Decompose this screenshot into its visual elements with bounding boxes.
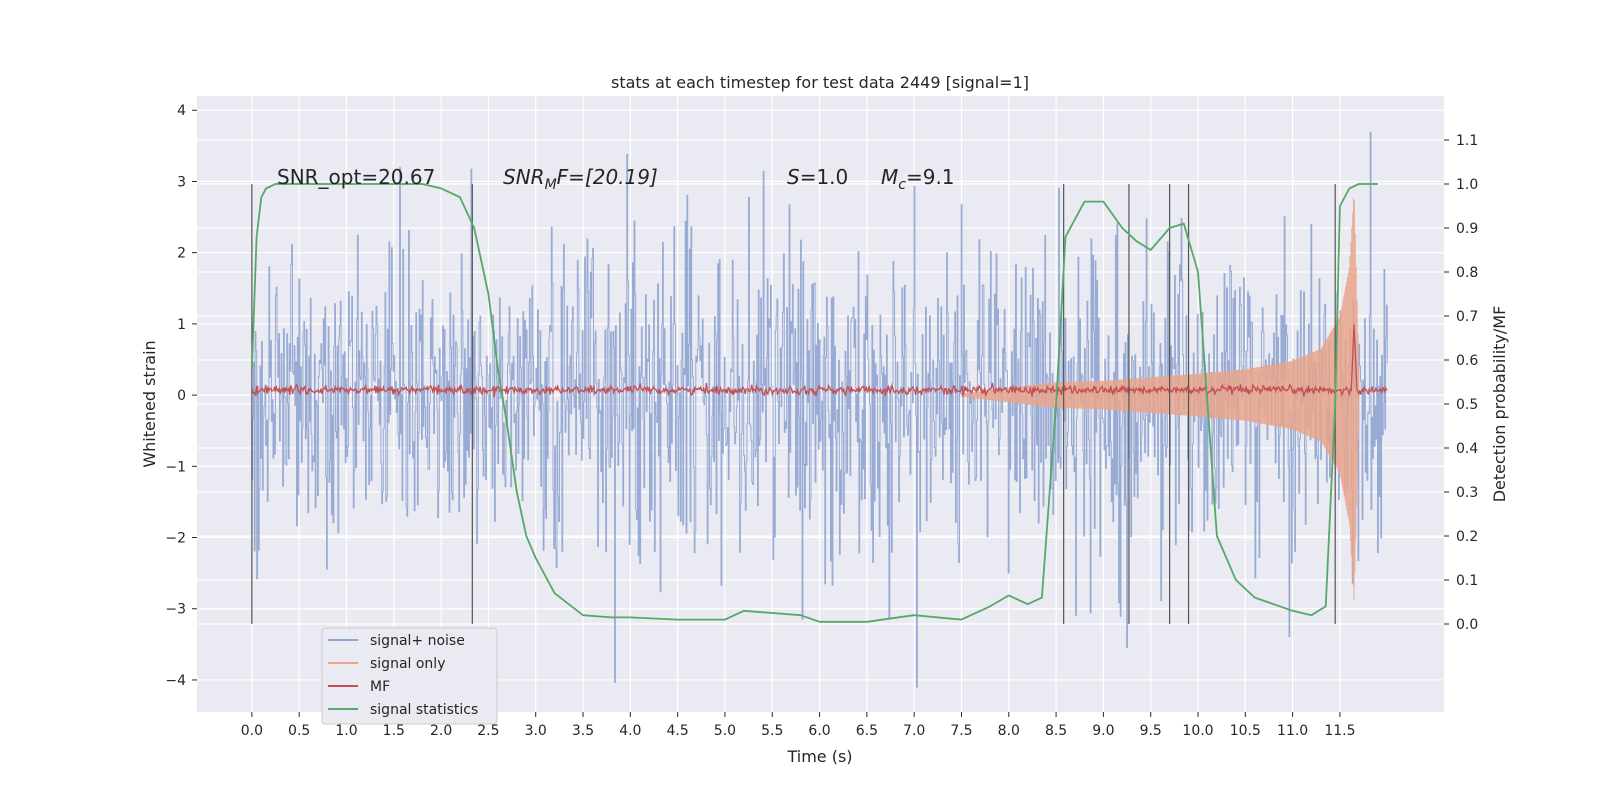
y-right-tick-label: 1.0 — [1456, 177, 1478, 193]
y-axis-right-ticks: 0.0 0.1 0.2 0.3 0.4 0.5 0.6 0.7 0.8 0.9 1.0 1.1 — [1444, 133, 1478, 633]
x-tick-label: 1.5 — [383, 723, 405, 739]
y-right-tick-label: 0.8 — [1456, 265, 1478, 281]
y-right-tick-label: 0.5 — [1456, 397, 1478, 413]
chart-title: stats at each timestep for test data 244… — [611, 73, 1029, 92]
x-tick-label: 5.0 — [714, 723, 736, 739]
x-tick-label: 4.5 — [667, 723, 689, 739]
annotation-s: S=1.0 — [787, 165, 848, 189]
legend-label-signal-only: signal only — [370, 656, 445, 672]
annotation-snr-opt: SNR_opt=20.67 — [277, 165, 435, 189]
x-tick-label: 8.0 — [998, 723, 1020, 739]
annotation-mc: Mc=9.1 — [881, 165, 955, 193]
x-tick-label: 9.5 — [1140, 723, 1162, 739]
x-tick-label: 10.0 — [1182, 723, 1213, 739]
x-tick-label: 0.0 — [241, 723, 263, 739]
x-tick-label: 8.5 — [1045, 723, 1067, 739]
legend: signal+ noise signal only MF signal stat… — [321, 627, 498, 725]
x-tick-label: 2.5 — [477, 723, 499, 739]
y-right-tick-label: 0.9 — [1456, 221, 1478, 237]
y-right-tick-label: 0.1 — [1456, 573, 1478, 589]
y-right-tick-label: 0.4 — [1456, 441, 1478, 457]
y-right-tick-label: 0.2 — [1456, 529, 1478, 545]
legend-box — [321, 627, 498, 725]
y-axis-left-label: Whitened strain — [140, 340, 159, 467]
x-tick-label: 0.5 — [288, 723, 310, 739]
y-left-tick-label: 0 — [177, 388, 186, 404]
x-tick-label: 5.5 — [761, 723, 783, 739]
x-axis-label: Time (s) — [786, 747, 852, 766]
x-tick-label: 9.0 — [1092, 723, 1114, 739]
y-left-tick-label: 2 — [177, 246, 186, 262]
y-right-tick-label: 1.1 — [1456, 133, 1478, 149]
x-tick-label: 7.5 — [950, 723, 972, 739]
y-left-tick-label: −3 — [165, 602, 186, 618]
y-axis-right-label: Detection probability/MF — [1490, 306, 1509, 503]
x-tick-label: 7.0 — [903, 723, 925, 739]
x-tick-label: 3.5 — [572, 723, 594, 739]
legend-label-signal-statistics: signal statistics — [370, 702, 478, 718]
mf-line — [251, 324, 1388, 398]
x-tick-label: 10.5 — [1230, 723, 1261, 739]
annotation-snr-mf: SNRMF=[20.19] — [503, 165, 658, 193]
x-tick-label: 1.0 — [335, 723, 357, 739]
y-left-tick-label: −2 — [165, 531, 186, 547]
y-right-tick-label: 0.0 — [1456, 617, 1478, 633]
x-tick-label: 11.5 — [1324, 723, 1355, 739]
x-tick-label: 4.0 — [619, 723, 641, 739]
x-tick-label: 3.0 — [525, 723, 547, 739]
annotations: SNR_opt=20.67 SNRMF=[20.19] S=1.0 Mc=9.1 — [277, 165, 955, 193]
signal-statistics-series — [251, 183, 1378, 623]
x-axis-ticks: 0.0 0.5 1.0 1.5 2.0 2.5 3.0 3.5 4.0 4.5 5.0 5.5 6.0 6… — [241, 712, 1356, 739]
signal-only-line — [960, 197, 1360, 600]
y-axis-left-ticks: −4 −3 −2 −1 0 1 2 3 4 — [165, 103, 197, 689]
y-right-tick-label: 0.7 — [1456, 309, 1478, 325]
signal-statistics-line — [251, 183, 1378, 623]
legend-label-mf: MF — [370, 679, 390, 695]
mf-series — [251, 324, 1388, 398]
legend-label-signal-noise: signal+ noise — [370, 633, 465, 649]
y-left-tick-label: 4 — [177, 103, 186, 119]
x-tick-label: 11.0 — [1277, 723, 1308, 739]
y-left-tick-label: 1 — [177, 317, 186, 333]
y-left-tick-label: 3 — [177, 174, 186, 190]
x-tick-label: 2.0 — [430, 723, 452, 739]
signal-only-series — [960, 197, 1360, 600]
y-left-tick-label: −4 — [165, 673, 186, 689]
y-right-tick-label: 0.3 — [1456, 485, 1478, 501]
x-tick-label: 6.0 — [808, 723, 830, 739]
y-left-tick-label: −1 — [165, 459, 186, 475]
y-right-tick-label: 0.6 — [1456, 353, 1478, 369]
x-tick-label: 6.5 — [856, 723, 878, 739]
